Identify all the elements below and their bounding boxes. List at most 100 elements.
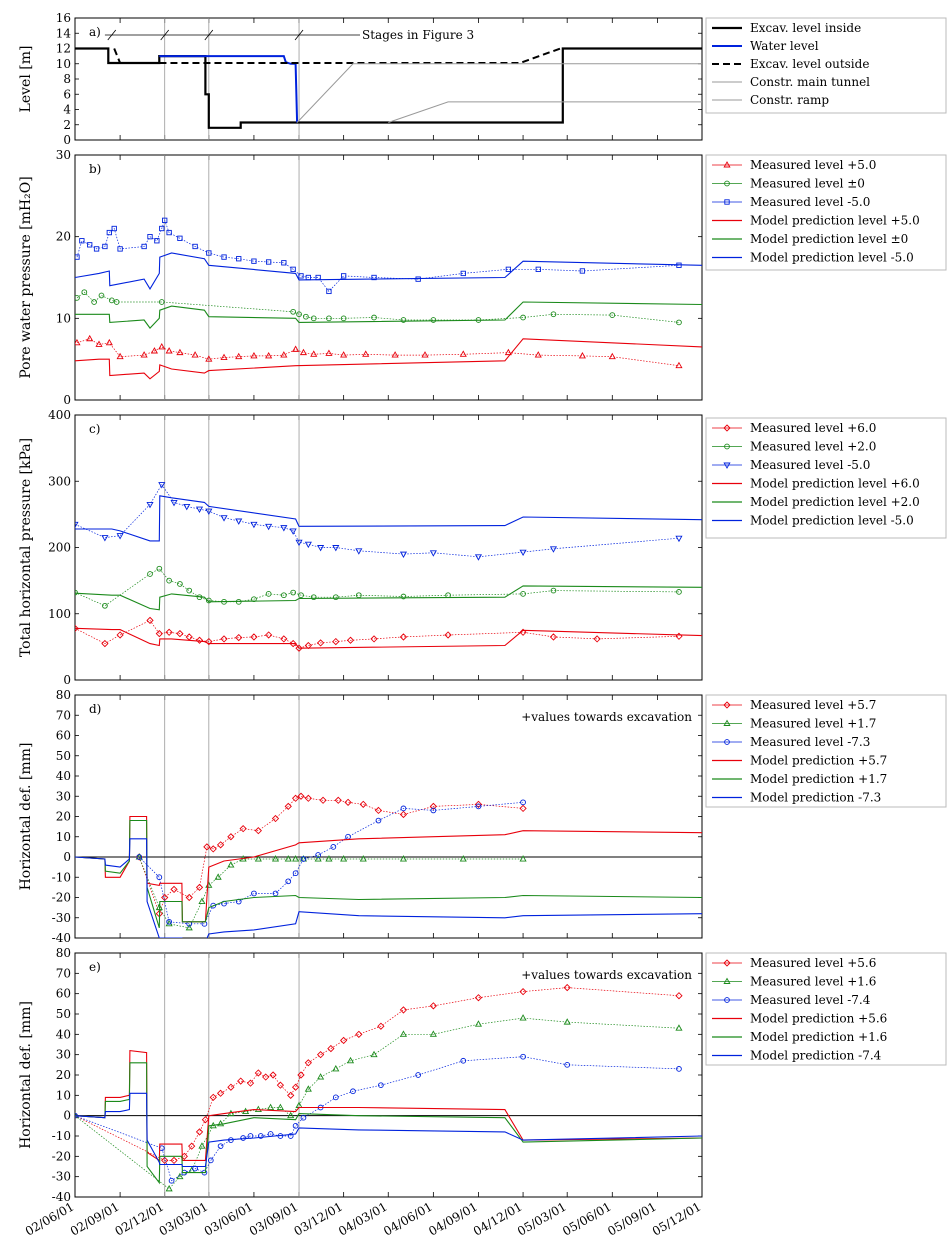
data-point — [251, 890, 257, 897]
data-point — [206, 250, 212, 256]
x-tick-label: 05/06/01 — [560, 1199, 614, 1238]
legend-entry: Model prediction +1.6 — [750, 1030, 887, 1044]
data-point — [292, 1122, 299, 1129]
panel-label: e) — [89, 960, 101, 974]
data-point — [520, 1053, 526, 1060]
legend-entry: Measured level +1.7 — [750, 717, 876, 731]
legend-entry: Constr. main tunnel — [750, 75, 870, 89]
legend-entry: Model prediction level +5.0 — [750, 214, 920, 228]
data-point — [176, 348, 184, 356]
panel-label: d) — [89, 702, 101, 716]
y-tick-label-c: 0 — [63, 673, 71, 687]
series-line — [75, 495, 702, 542]
data-point — [304, 1059, 312, 1067]
data-point — [79, 238, 85, 244]
data-point — [269, 1071, 277, 1079]
data-point — [400, 317, 407, 323]
stages-tick — [294, 29, 304, 41]
data-point — [519, 987, 527, 996]
data-point — [280, 525, 288, 532]
data-point — [430, 317, 437, 323]
y-tick-label-a: 12 — [56, 42, 71, 56]
legend-entry: Model prediction +5.7 — [750, 754, 887, 768]
y-tick-label-a: 16 — [56, 11, 71, 25]
data-point — [429, 1030, 437, 1037]
data-point — [350, 1088, 356, 1095]
x-tick-label: 04/09/01 — [426, 1199, 480, 1238]
data-point — [460, 270, 466, 277]
data-point — [362, 350, 370, 357]
legend-entry: Measured level +5.7 — [750, 698, 876, 712]
series-line — [75, 1092, 702, 1168]
x-tick-label: 05/12/01 — [650, 1199, 704, 1238]
legend-entry: Measured level +6.0 — [750, 421, 876, 435]
data-point — [281, 260, 287, 266]
data-point — [340, 855, 348, 862]
y-tick-label-d: -30 — [52, 911, 71, 925]
series-group-d — [75, 792, 702, 938]
stages-tick — [107, 29, 117, 41]
data-point — [292, 870, 299, 877]
legend-entry: Measured level -5.0 — [750, 458, 870, 472]
data-point — [340, 273, 347, 279]
data-point — [265, 259, 272, 265]
data-point — [359, 800, 367, 808]
data-point — [355, 1030, 363, 1038]
data-point — [298, 273, 304, 279]
data-point — [217, 1119, 225, 1127]
series-line — [75, 1017, 680, 1190]
data-point — [579, 268, 586, 274]
y-tick-label-a: 8 — [63, 72, 71, 86]
y-tick-label-e: 10 — [56, 1088, 71, 1102]
data-point — [371, 314, 377, 321]
data-point — [520, 591, 526, 597]
data-point — [593, 635, 601, 643]
y-tick-label-d: 50 — [56, 749, 71, 763]
data-point — [75, 521, 79, 529]
data-point — [140, 351, 148, 358]
legend-entry: Model prediction -7.3 — [750, 791, 881, 805]
data-point — [271, 855, 280, 862]
data-point — [205, 637, 213, 646]
legend-marker — [723, 719, 731, 726]
data-point — [216, 841, 225, 849]
series-line — [75, 838, 702, 938]
data-point — [158, 299, 165, 305]
y-tick-label-e: -30 — [52, 1170, 71, 1184]
y-tick-label-e: 60 — [56, 987, 71, 1001]
data-point — [170, 500, 178, 507]
data-point — [578, 351, 586, 359]
data-point — [608, 352, 616, 360]
y-tick-label-d: -40 — [52, 931, 71, 945]
data-point — [310, 350, 318, 357]
data-point — [421, 351, 429, 358]
data-point — [297, 1071, 305, 1079]
y-tick-label-d: -10 — [52, 870, 71, 884]
legend-marker — [723, 462, 731, 469]
data-point — [284, 802, 292, 811]
data-point — [520, 314, 526, 321]
y-tick-label-a: 0 — [63, 133, 71, 147]
data-point — [355, 548, 363, 555]
data-point — [216, 1089, 225, 1097]
data-point — [95, 340, 103, 347]
y-tick-label-c: 300 — [48, 474, 71, 488]
data-point — [304, 794, 312, 802]
data-point — [504, 348, 512, 356]
data-point — [168, 1177, 175, 1184]
data-point — [399, 551, 408, 559]
data-point — [113, 299, 120, 305]
data-point — [280, 351, 288, 358]
series-line — [75, 585, 702, 611]
data-point — [298, 592, 304, 599]
data-point — [399, 810, 408, 819]
data-point — [98, 292, 105, 299]
y-tick-label-c: 400 — [48, 408, 71, 422]
legend-marker — [724, 199, 730, 205]
data-point — [205, 597, 212, 604]
legend-marker — [723, 959, 731, 967]
data-point — [429, 802, 437, 811]
x-tick-label: 02/12/01 — [113, 1199, 167, 1238]
data-point — [250, 521, 258, 529]
series-line — [75, 47, 702, 129]
